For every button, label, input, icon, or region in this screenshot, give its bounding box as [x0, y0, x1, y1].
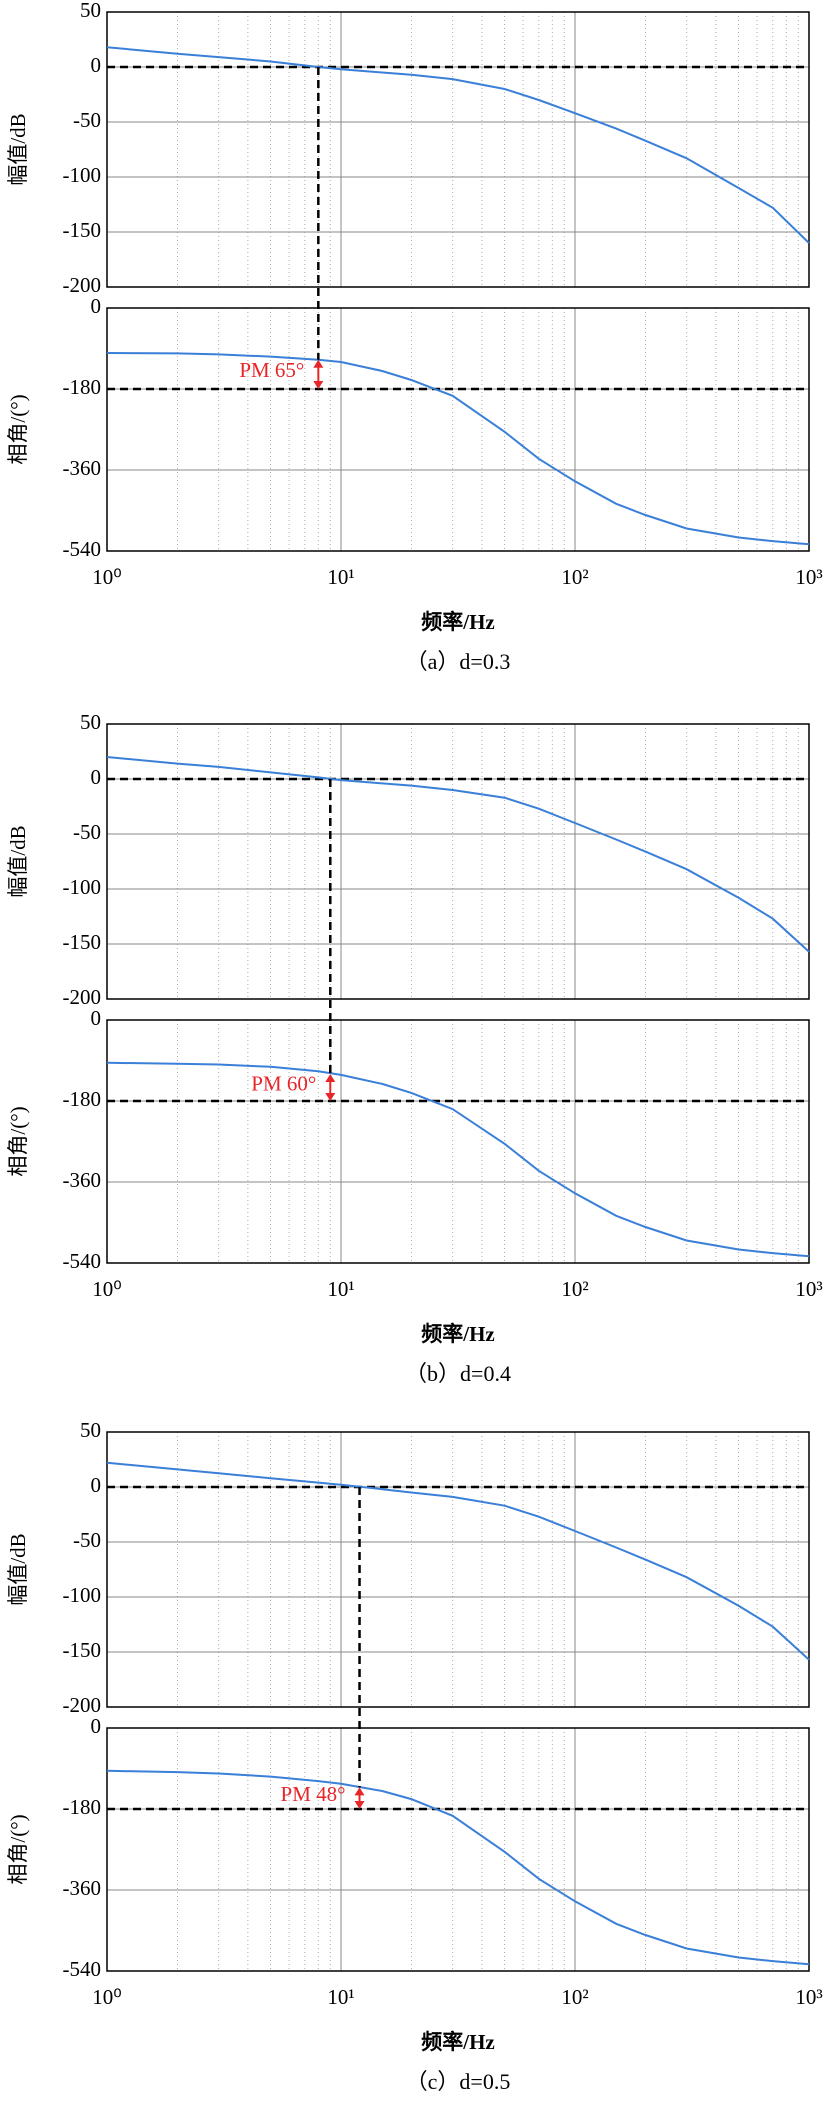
y-tick-label: 0 — [91, 294, 102, 318]
arrow-head — [325, 1093, 336, 1101]
y-tick-label: 0 — [91, 1714, 102, 1738]
caption: （c）d=0.5 — [406, 2069, 511, 2094]
phase-curve — [106, 1769, 810, 1966]
y-tick-label: -50 — [73, 108, 101, 132]
arrow-head — [354, 1787, 365, 1796]
y-tick-label: 50 — [80, 1418, 101, 1442]
arrow-head — [354, 1801, 365, 1809]
y-tick-label: -180 — [63, 375, 102, 399]
pm-label: PM 65° — [239, 358, 304, 382]
y-tick-label: -180 — [63, 1795, 102, 1819]
y-tick-label: -360 — [63, 1876, 102, 1900]
x-tick-label: 10² — [561, 1985, 588, 2009]
axes-frame — [106, 1431, 810, 1708]
y-tick-label: -50 — [73, 1528, 101, 1552]
x-tick-label: 10³ — [795, 1277, 822, 1301]
y-tick-label: -200 — [63, 985, 102, 1009]
y-tick-label: -360 — [63, 456, 102, 480]
y-tick-label: 0 — [91, 1473, 102, 1497]
phase-curve — [106, 352, 810, 546]
y-tick-label: -100 — [63, 163, 102, 187]
y-tick-label: -100 — [63, 875, 102, 899]
x-axis-label: 频率/Hz — [421, 2030, 495, 2054]
y-tick-label: 50 — [80, 710, 101, 734]
x-tick-label: 10¹ — [327, 565, 354, 589]
magnitude-curve — [106, 46, 810, 244]
y-tick-label: -180 — [63, 1087, 102, 1111]
x-tick-label: 10⁰ — [92, 1985, 121, 2009]
y-tick-label: -200 — [63, 1693, 102, 1717]
y-tick-label: -150 — [63, 1638, 102, 1662]
x-tick-label: 10³ — [795, 1985, 822, 2009]
y-tick-label: -540 — [63, 537, 102, 561]
y-tick-label: 0 — [91, 765, 102, 789]
x-tick-label: 10³ — [795, 565, 822, 589]
axes-frame — [106, 723, 810, 1000]
y-tick-label: 0 — [91, 1006, 102, 1030]
y-axis-label: 相角/(°) — [6, 394, 30, 464]
y-tick-label: -200 — [63, 273, 102, 297]
y-tick-label: -360 — [63, 1168, 102, 1192]
y-tick-label: 50 — [80, 0, 101, 22]
y-axis-label: 幅值/dB — [6, 113, 30, 185]
arrow-head — [313, 359, 324, 368]
y-axis-label: 幅值/dB — [6, 1533, 30, 1605]
axes-frame — [106, 11, 810, 288]
x-tick-label: 10⁰ — [92, 1277, 121, 1301]
x-tick-label: 10² — [561, 565, 588, 589]
y-axis-label: 相角/(°) — [6, 1106, 30, 1176]
caption: （a）d=0.3 — [406, 649, 511, 674]
y-tick-label: -540 — [63, 1249, 102, 1273]
caption: （b）d=0.4 — [405, 1361, 511, 1386]
arrow-head — [325, 1074, 336, 1082]
y-axis-label: 相角/(°) — [6, 1814, 30, 1884]
y-tick-label: -150 — [63, 218, 102, 242]
pm-label: PM 60° — [251, 1071, 316, 1095]
x-tick-label: 10¹ — [327, 1277, 354, 1301]
phase-curve — [106, 1061, 810, 1258]
y-tick-label: -100 — [63, 1583, 102, 1607]
magnitude-curve — [106, 1461, 810, 1661]
x-tick-label: 10¹ — [327, 1985, 354, 2009]
axes-frame — [106, 1019, 810, 1264]
x-tick-label: 10² — [561, 1277, 588, 1301]
y-tick-label: -540 — [63, 1957, 102, 1981]
x-tick-label: 10⁰ — [92, 565, 121, 589]
x-axis-label: 频率/Hz — [421, 1322, 495, 1346]
axes-frame — [106, 307, 810, 552]
magnitude-curve — [106, 756, 810, 953]
axes-frame — [106, 1727, 810, 1972]
pm-label: PM 48° — [281, 1782, 346, 1806]
y-tick-label: -150 — [63, 930, 102, 954]
y-axis-label: 幅值/dB — [6, 825, 30, 897]
y-tick-label: 0 — [91, 53, 102, 77]
x-axis-label: 频率/Hz — [421, 610, 495, 634]
arrow-head — [313, 381, 324, 389]
y-tick-label: -50 — [73, 820, 101, 844]
